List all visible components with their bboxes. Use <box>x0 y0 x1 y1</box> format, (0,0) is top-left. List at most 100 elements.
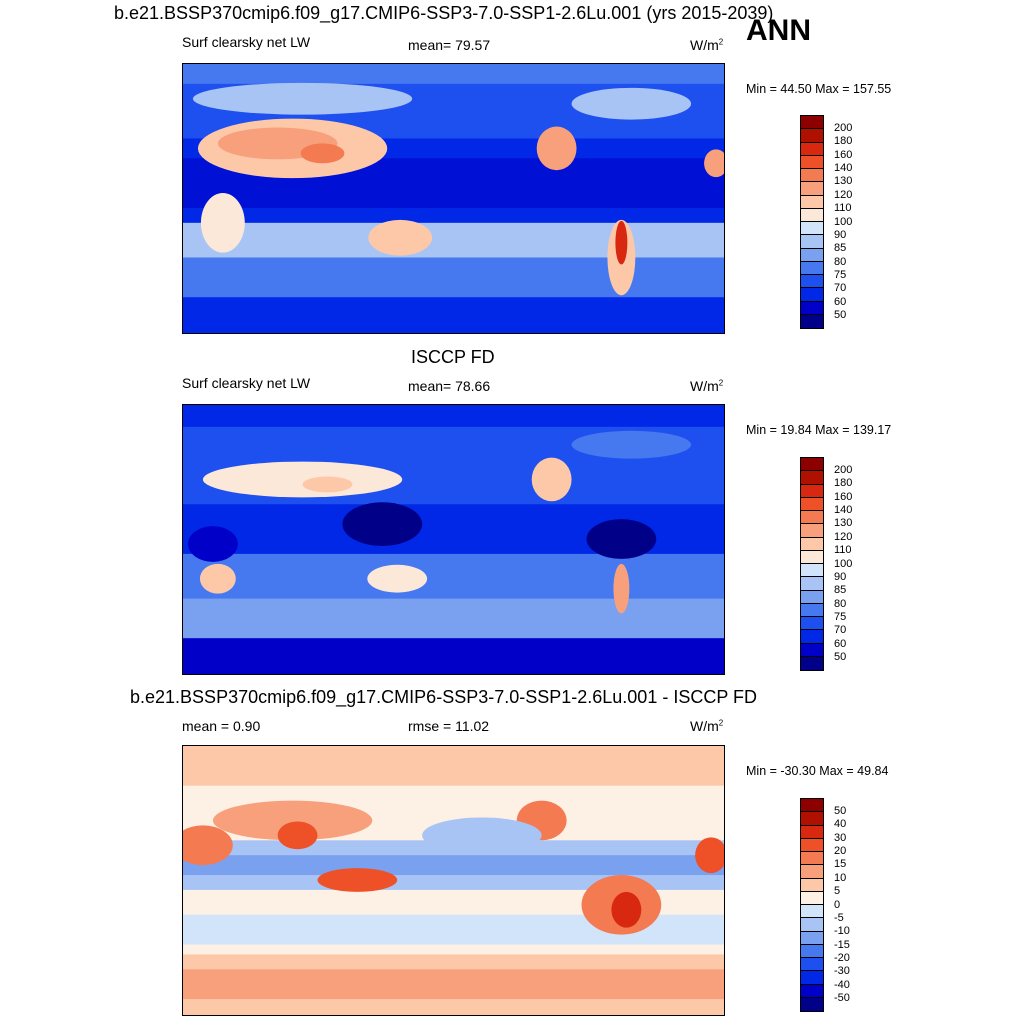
panel1-map <box>182 63 725 334</box>
colorbar-swatch <box>801 195 823 209</box>
colorbar-tick-label: 85 <box>834 584 847 597</box>
colorbar-swatch <box>801 222 823 236</box>
panel1-minmax: Min = 44.50 Max = 157.55 <box>746 82 892 96</box>
colorbar-tick-label: 160 <box>834 490 853 503</box>
colorbar-tick-label: 140 <box>834 162 853 174</box>
colorbar-swatch <box>801 958 823 972</box>
colorbar-tick-label: 50 <box>834 651 847 664</box>
colorbar-tick-label: 30 <box>834 831 847 844</box>
colorbar-tick-label: -50 <box>834 992 850 1005</box>
colorbar-tick-label: 140 <box>834 504 853 516</box>
colorbar-swatch <box>801 484 823 498</box>
colorbar-swatch <box>801 537 823 551</box>
panel1-units: W/m2 <box>690 37 724 53</box>
colorbar-tick-label: 200 <box>834 463 853 476</box>
colorbar-swatch <box>801 812 823 826</box>
colorbar-swatch <box>801 971 823 985</box>
panel2-title: ISCCP FD <box>411 347 495 367</box>
panel2-colorbar <box>800 457 824 671</box>
colorbar-swatch <box>801 142 823 156</box>
colorbar-tick-label: 0 <box>834 898 841 911</box>
colorbar-swatch <box>801 603 823 617</box>
colorbar-tick-label: -30 <box>834 965 850 978</box>
colorbar-tick-label: 130 <box>834 517 853 530</box>
colorbar-tick-label: 15 <box>834 858 847 871</box>
colorbar-tick-label: 20 <box>834 845 847 857</box>
colorbar-swatch <box>801 865 823 879</box>
season-label: ANN <box>746 14 811 47</box>
colorbar-tick-label: 120 <box>834 530 853 543</box>
colorbar-swatch <box>801 301 823 315</box>
colorbar-swatch <box>801 550 823 564</box>
panel3-mean: mean = 0.90 <box>182 718 261 734</box>
colorbar-swatch <box>801 799 823 813</box>
colorbar-swatch <box>801 524 823 538</box>
colorbar-swatch <box>801 458 823 472</box>
colorbar-tick-label: -20 <box>834 952 850 964</box>
colorbar-swatch <box>801 511 823 525</box>
colorbar-tick-label: -40 <box>834 978 850 991</box>
colorbar-tick-label: 60 <box>834 637 847 650</box>
panel3-units: W/m2 <box>690 718 724 734</box>
colorbar-swatch <box>801 116 823 130</box>
colorbar-tick-label: 160 <box>834 148 853 161</box>
colorbar-tick-label: 180 <box>834 477 853 490</box>
panel1-mean: mean= 79.57 <box>408 37 491 53</box>
colorbar-swatch <box>801 288 823 302</box>
colorbar-swatch <box>801 891 823 905</box>
colorbar-swatch <box>801 931 823 945</box>
colorbar-swatch <box>801 905 823 919</box>
colorbar-swatch <box>801 129 823 143</box>
panel3-rmse: rmse = 11.02 <box>408 718 490 734</box>
colorbar-swatch <box>801 630 823 644</box>
colorbar-swatch <box>801 878 823 892</box>
colorbar-swatch <box>801 169 823 183</box>
panel2-variable: Surf clearsky net LW <box>182 375 311 391</box>
colorbar-swatch <box>801 918 823 932</box>
colorbar-tick-label: 110 <box>834 202 852 215</box>
colorbar-tick-label: 50 <box>834 309 847 322</box>
colorbar-swatch <box>801 838 823 852</box>
panel3-minmax: Min = -30.30 Max = 49.84 <box>746 764 889 778</box>
colorbar-tick-label: 110 <box>834 544 852 557</box>
colorbar-tick-label: 80 <box>834 255 847 268</box>
colorbar-swatch <box>801 248 823 262</box>
colorbar-tick-label: -10 <box>834 925 850 938</box>
colorbar-tick-label: 120 <box>834 188 853 201</box>
panel2-map <box>182 404 725 675</box>
colorbar-swatch <box>801 155 823 169</box>
panel1-title: b.e21.BSSP370cmip6.f09_g17.CMIP6-SSP3-7.… <box>114 3 774 23</box>
colorbar-swatch <box>801 643 823 657</box>
colorbar-tick-label: 70 <box>834 624 847 637</box>
colorbar-tick-label: -5 <box>834 911 844 924</box>
colorbar-tick-label: 75 <box>834 269 847 281</box>
colorbar-swatch <box>801 275 823 289</box>
colorbar-swatch <box>801 997 823 1011</box>
colorbar-swatch <box>801 497 823 511</box>
colorbar-swatch <box>801 208 823 222</box>
colorbar-tick-label: 5 <box>834 885 841 898</box>
panel1-variable: Surf clearsky net LW <box>182 34 311 50</box>
colorbar-tick-label: -15 <box>834 938 850 951</box>
colorbar-tick-label: 100 <box>834 215 853 228</box>
colorbar-swatch <box>801 577 823 591</box>
panel2-units: W/m2 <box>690 378 724 394</box>
panel3-title: b.e21.BSSP370cmip6.f09_g17.CMIP6-SSP3-7.… <box>130 687 758 707</box>
panel3-map <box>182 745 725 1016</box>
colorbar-tick-label: 75 <box>834 611 847 623</box>
colorbar-tick-label: 130 <box>834 175 853 188</box>
colorbar-tick-label: 50 <box>834 804 847 817</box>
colorbar-tick-label: 10 <box>834 871 847 884</box>
panel1-colorbar <box>800 115 824 329</box>
colorbar-swatch <box>801 182 823 196</box>
colorbar-tick-label: 90 <box>834 570 847 583</box>
colorbar-swatch <box>801 852 823 866</box>
colorbar-tick-label: 40 <box>834 818 847 831</box>
colorbar-swatch <box>801 590 823 604</box>
panel2-mean: mean= 78.66 <box>408 378 491 394</box>
colorbar-tick-label: 60 <box>834 295 847 308</box>
colorbar-swatch <box>801 656 823 670</box>
colorbar-swatch <box>801 471 823 485</box>
panel3-colorbar <box>800 798 824 1012</box>
colorbar-tick-label: 100 <box>834 557 853 570</box>
